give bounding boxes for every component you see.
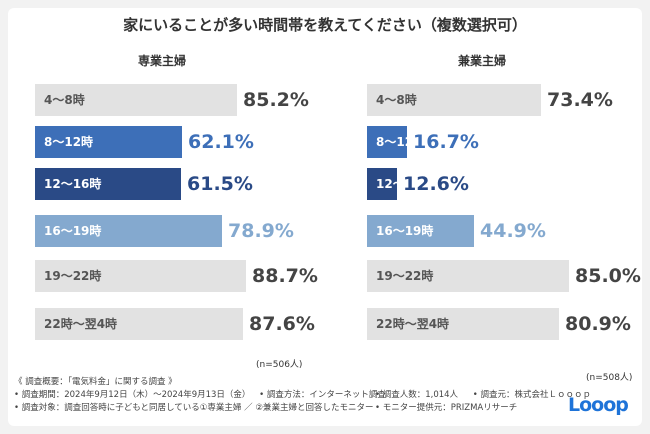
sample-size-note-2: (n=508人) (586, 373, 633, 383)
bar-label-2-1: 4〜8時 (376, 93, 417, 107)
footer-org: • 調査元：株式会社Ｌｏｏｏｐ (472, 390, 591, 400)
footer-provider: • モニター提供元：PRIZMAリサーチ (375, 403, 518, 413)
footer-target: • 調査対象：調査回答時に子どもと同居している①専業主婦 ／ ②兼業主婦と回答し… (14, 403, 374, 413)
bar-2-4 (367, 215, 474, 247)
bar-2-1 (367, 84, 541, 116)
bar-1-6 (35, 308, 243, 340)
value-label-1-2: 62.1% (188, 131, 254, 153)
bar-1-5 (35, 260, 246, 292)
survey-footer: 《 調査概要：「電気料金」に関する調査 》 • 調査期間：2024年9月12日（… (14, 376, 614, 415)
value-label-2-5: 85.0% (575, 265, 641, 287)
value-label-2-1: 73.4% (547, 89, 613, 111)
bar-label-2-6: 22時〜翌4時 (376, 317, 450, 331)
bar-label-1-4: 16〜19時 (44, 224, 102, 238)
bar-1-4 (35, 215, 222, 247)
bar-label-1-1: 4〜8時 (44, 93, 85, 107)
footer-count: • 調査人数：1,014人 (375, 390, 459, 400)
looop-logo: Looop (568, 394, 629, 416)
bar-label-1-6: 22時〜翌4時 (44, 317, 118, 331)
bar-label-1-2: 8〜12時 (44, 135, 94, 149)
value-label-2-3: 12.6% (403, 173, 469, 195)
bar-1-2 (35, 126, 182, 158)
bar-label-2-2: 8〜12時 (376, 135, 426, 149)
footer-heading: 《 調査概要：「電気料金」に関する調査 》 (14, 377, 177, 387)
value-label-1-1: 85.2% (243, 89, 309, 111)
bar-2-2 (367, 126, 407, 158)
value-label-2-6: 80.9% (565, 313, 631, 335)
bar-label-2-5: 19〜22時 (376, 269, 434, 283)
chart-title: 家にいることが多い時間帯を教えてください（複数選択可） (123, 16, 527, 34)
value-label-1-3: 61.5% (187, 173, 253, 195)
value-label-1-5: 88.7% (252, 265, 318, 287)
footer-period: • 調査期間：2024年9月12日（木）〜2024年9月13日（金） (14, 390, 251, 400)
panel-title-1: 専業主婦 (138, 54, 187, 68)
value-label-2-2: 16.7% (413, 131, 479, 153)
value-label-1-4: 78.9% (228, 220, 294, 242)
bar-1-3 (35, 168, 181, 200)
bar-label-1-3: 12〜16時 (44, 177, 102, 191)
bar-label-1-5: 19〜22時 (44, 269, 102, 283)
bar-1-1 (35, 84, 237, 116)
bar-2-5 (367, 260, 569, 292)
panel-title-2: 兼業主婦 (458, 54, 507, 68)
value-label-1-6: 87.6% (249, 313, 315, 335)
value-label-2-4: 44.9% (480, 220, 546, 242)
bar-label-2-4: 16〜19時 (376, 224, 434, 238)
footer-method: • 調査方法：インターネット調査 (259, 390, 386, 400)
sample-size-note-1: (n=506人) (256, 360, 303, 370)
bar-2-3 (367, 168, 397, 200)
bar-label-2-3: 12〜16時 (376, 177, 434, 191)
bar-2-6 (367, 308, 559, 340)
